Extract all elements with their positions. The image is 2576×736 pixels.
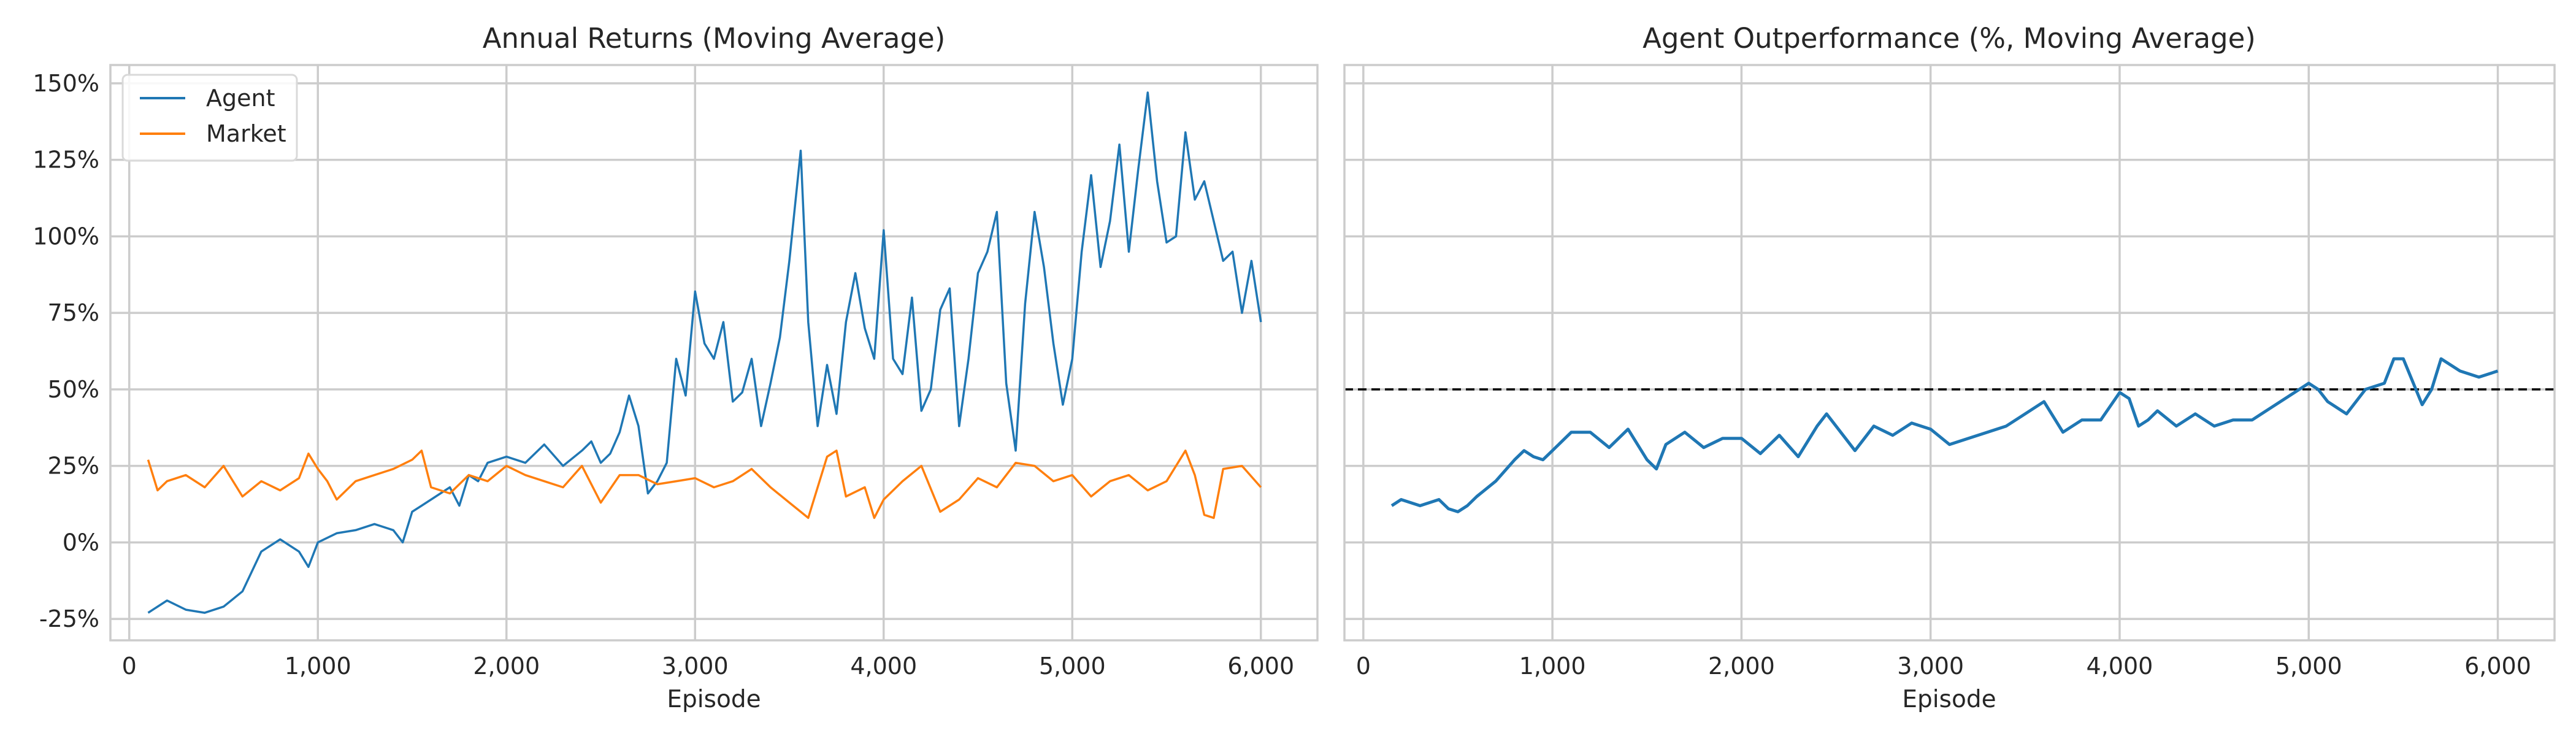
right-x-tick-label: 1,000: [1519, 653, 1586, 680]
left-x-tick-label: 5,000: [1039, 653, 1106, 680]
right-plot-frame: [1343, 64, 2556, 642]
right-tick-labels: 0 1,000 2,000 3,000 4,000 5,000 6,000: [1356, 653, 2531, 680]
left-x-tick-label: 0: [122, 653, 137, 680]
left-y-tick-label: 75%: [48, 299, 99, 326]
left-y-tick-label: 50%: [48, 376, 99, 403]
left-agent-line: [147, 91, 1262, 614]
left-x-tick-label: 3,000: [662, 653, 729, 680]
left-x-tick-label: 2,000: [473, 653, 540, 680]
legend-market-label: Market: [206, 120, 286, 147]
left-chart-title: Annual Returns (Moving Average): [483, 22, 946, 55]
right-grid: [1344, 65, 2555, 640]
left-x-tick-label: 6,000: [1227, 653, 1294, 680]
right-x-tick-label: 0: [1356, 653, 1371, 680]
legend-agent-label: Agent: [206, 85, 275, 112]
left-chart: Annual Returns (Moving Average) 0 1,000 2,…: [33, 22, 1319, 713]
left-tick-labels: 0 1,000 2,000 3,000 4,000 5,000 6,000 -25% 0% 25%…: [33, 70, 1294, 680]
right-series-1-line: [1390, 357, 2499, 513]
left-x-tick-label: 1,000: [285, 653, 351, 680]
left-y-tick-label: 25%: [48, 453, 99, 480]
legend-box: [121, 74, 298, 162]
left-y-tick-label: 125%: [33, 147, 99, 174]
right-x-axis-label: Episode: [1902, 686, 1996, 713]
right-x-tick-label: 5,000: [2275, 653, 2342, 680]
right-x-tick-label: 6,000: [2464, 653, 2531, 680]
left-y-tick-label: 100%: [33, 223, 99, 250]
left-y-tick-label: 0%: [63, 529, 99, 556]
right-chart: Agent Outperformance (%, Moving Average)…: [1343, 22, 2556, 713]
left-y-tick-label: 150%: [33, 70, 99, 97]
right-chart-title: Agent Outperformance (%, Moving Average): [1643, 22, 2256, 55]
left-series-layer: [147, 91, 1262, 614]
right-series-layer: [1344, 357, 2555, 513]
legend: Agent Market: [121, 74, 298, 162]
left-y-tick-label: -25%: [39, 605, 99, 632]
left-x-axis-label: Episode: [667, 686, 761, 713]
right-x-tick-label: 2,000: [1708, 653, 1775, 680]
left-x-tick-label: 4,000: [850, 653, 917, 680]
left-market-line: [147, 449, 1262, 519]
right-x-tick-label: 3,000: [1897, 653, 1964, 680]
right-x-tick-label: 4,000: [2087, 653, 2153, 680]
left-plot-frame: [109, 64, 1319, 642]
